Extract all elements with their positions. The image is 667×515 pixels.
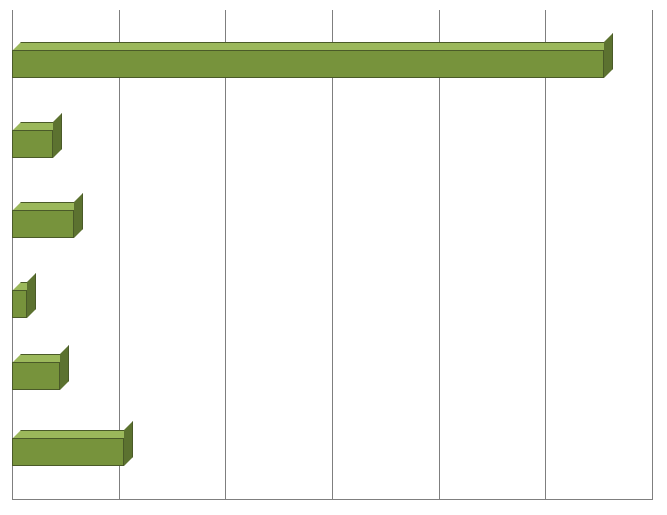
bar-front-face <box>12 50 604 78</box>
gridline <box>439 10 440 500</box>
bar <box>12 430 132 466</box>
gridline <box>545 10 546 500</box>
plot-area <box>12 10 652 500</box>
gridline <box>332 10 333 500</box>
bar-side-face <box>60 345 69 390</box>
gridline <box>119 10 120 500</box>
bar-side-face <box>74 193 83 238</box>
gridline <box>652 10 653 500</box>
bar <box>12 122 61 158</box>
bar-front-face <box>12 438 124 466</box>
horizontal-bar-chart <box>0 0 667 515</box>
bar <box>12 354 68 390</box>
bar-side-face <box>53 113 62 158</box>
bar-front-face <box>12 210 74 238</box>
bar-side-face <box>27 273 36 318</box>
bar <box>12 282 35 318</box>
bar-side-face <box>604 33 613 78</box>
gridline <box>12 10 13 500</box>
bar <box>12 42 612 78</box>
bar <box>12 202 82 238</box>
bar-side-face <box>124 421 133 466</box>
bar-front-face <box>12 290 27 318</box>
bar-front-face <box>12 362 60 390</box>
gridline <box>225 10 226 500</box>
bar-front-face <box>12 130 53 158</box>
